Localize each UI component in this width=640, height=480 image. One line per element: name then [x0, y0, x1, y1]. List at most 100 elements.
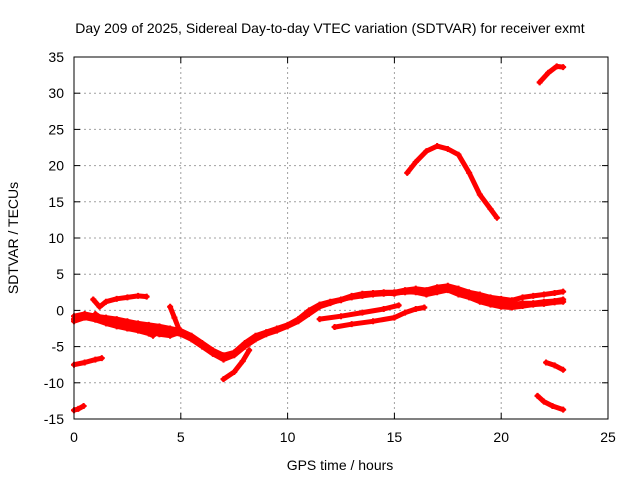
series-hump-trace — [90, 292, 150, 310]
data-point — [113, 295, 120, 302]
series-line — [71, 355, 105, 368]
data-point — [455, 291, 462, 298]
data-point — [246, 347, 253, 354]
data-point — [284, 322, 291, 329]
data-point — [466, 294, 473, 301]
y-tick-label: -15 — [44, 411, 64, 427]
data-point — [434, 289, 441, 296]
data-point — [560, 288, 567, 295]
y-axis-label: SDTVAR / TECUs — [5, 182, 21, 294]
data-point — [167, 303, 174, 310]
data-point — [519, 294, 526, 301]
data-point — [135, 320, 142, 327]
data-point — [560, 298, 567, 305]
data-point — [124, 294, 131, 301]
series-main-trace-c — [71, 287, 567, 361]
data-point — [487, 206, 494, 213]
data-point — [96, 303, 103, 310]
data-point — [466, 289, 473, 296]
data-point — [305, 308, 312, 315]
series-right-top — [536, 63, 567, 86]
data-point — [239, 358, 246, 365]
data-point — [543, 359, 550, 366]
data-point — [338, 313, 344, 320]
data-point — [434, 143, 441, 150]
data-point — [103, 298, 110, 305]
data-point — [220, 354, 227, 361]
data-point — [455, 285, 462, 292]
y-tick-label: -10 — [44, 375, 64, 391]
data-point — [380, 305, 387, 312]
data-point — [75, 405, 82, 412]
data-point — [412, 305, 419, 312]
series-layer — [71, 63, 567, 414]
data-point — [423, 148, 430, 155]
data-point — [553, 63, 560, 70]
series-arc-trace — [404, 143, 500, 221]
y-tick-label: 0 — [56, 302, 64, 318]
y-tick-label: 5 — [56, 266, 64, 282]
data-point — [508, 297, 515, 304]
data-point — [316, 316, 323, 323]
series-left-segment-a — [71, 355, 105, 368]
y-tick-label: 30 — [48, 85, 64, 101]
data-point — [421, 304, 428, 311]
data-point — [231, 350, 238, 357]
data-point — [476, 298, 483, 305]
series-line — [221, 347, 252, 382]
data-point — [359, 309, 366, 316]
data-point — [391, 314, 398, 321]
data-point — [536, 79, 543, 86]
data-point — [338, 297, 344, 304]
tick-layer: 0 5 10 15 20 25 -15 -10 -5 0 5 10 15 20 25 30 35 — [44, 49, 616, 445]
data-point — [444, 145, 451, 152]
data-point — [188, 334, 195, 341]
data-point — [150, 332, 157, 339]
data-point — [156, 331, 163, 338]
data-point — [560, 406, 567, 413]
data-point — [359, 292, 366, 299]
data-point — [177, 329, 184, 336]
data-point — [549, 402, 556, 409]
data-point — [476, 291, 483, 298]
data-point — [348, 293, 355, 300]
x-tick-label: 15 — [387, 429, 403, 445]
data-point — [167, 332, 174, 339]
data-point — [175, 325, 182, 332]
data-point — [391, 290, 398, 297]
data-point — [171, 314, 178, 321]
data-point — [476, 191, 483, 198]
data-point — [113, 321, 120, 328]
y-tick-label: 15 — [48, 194, 64, 210]
series-low-dip — [220, 347, 253, 383]
x-axis-label: GPS time / hours — [287, 457, 394, 473]
data-point — [167, 325, 174, 332]
data-point — [273, 326, 280, 333]
data-point — [434, 284, 441, 291]
y-tick-label: 35 — [48, 49, 64, 65]
data-point — [498, 295, 505, 302]
data-point — [404, 169, 411, 176]
series-line — [404, 143, 500, 221]
data-point — [156, 323, 163, 330]
data-point — [487, 294, 494, 301]
series-right-mid — [543, 359, 567, 373]
data-point — [551, 362, 558, 369]
data-point — [493, 214, 500, 221]
data-point — [551, 299, 558, 306]
data-point — [395, 302, 402, 309]
data-point — [92, 316, 99, 323]
data-point — [145, 321, 152, 328]
data-point — [113, 316, 120, 323]
data-point — [530, 292, 537, 299]
data-point — [370, 318, 377, 325]
data-point — [241, 342, 248, 349]
data-point — [135, 327, 142, 334]
series-dip-trace — [92, 311, 157, 339]
data-point — [551, 290, 558, 297]
data-point — [199, 342, 206, 349]
data-point — [252, 334, 259, 341]
data-point — [80, 402, 87, 409]
data-point — [498, 303, 505, 310]
